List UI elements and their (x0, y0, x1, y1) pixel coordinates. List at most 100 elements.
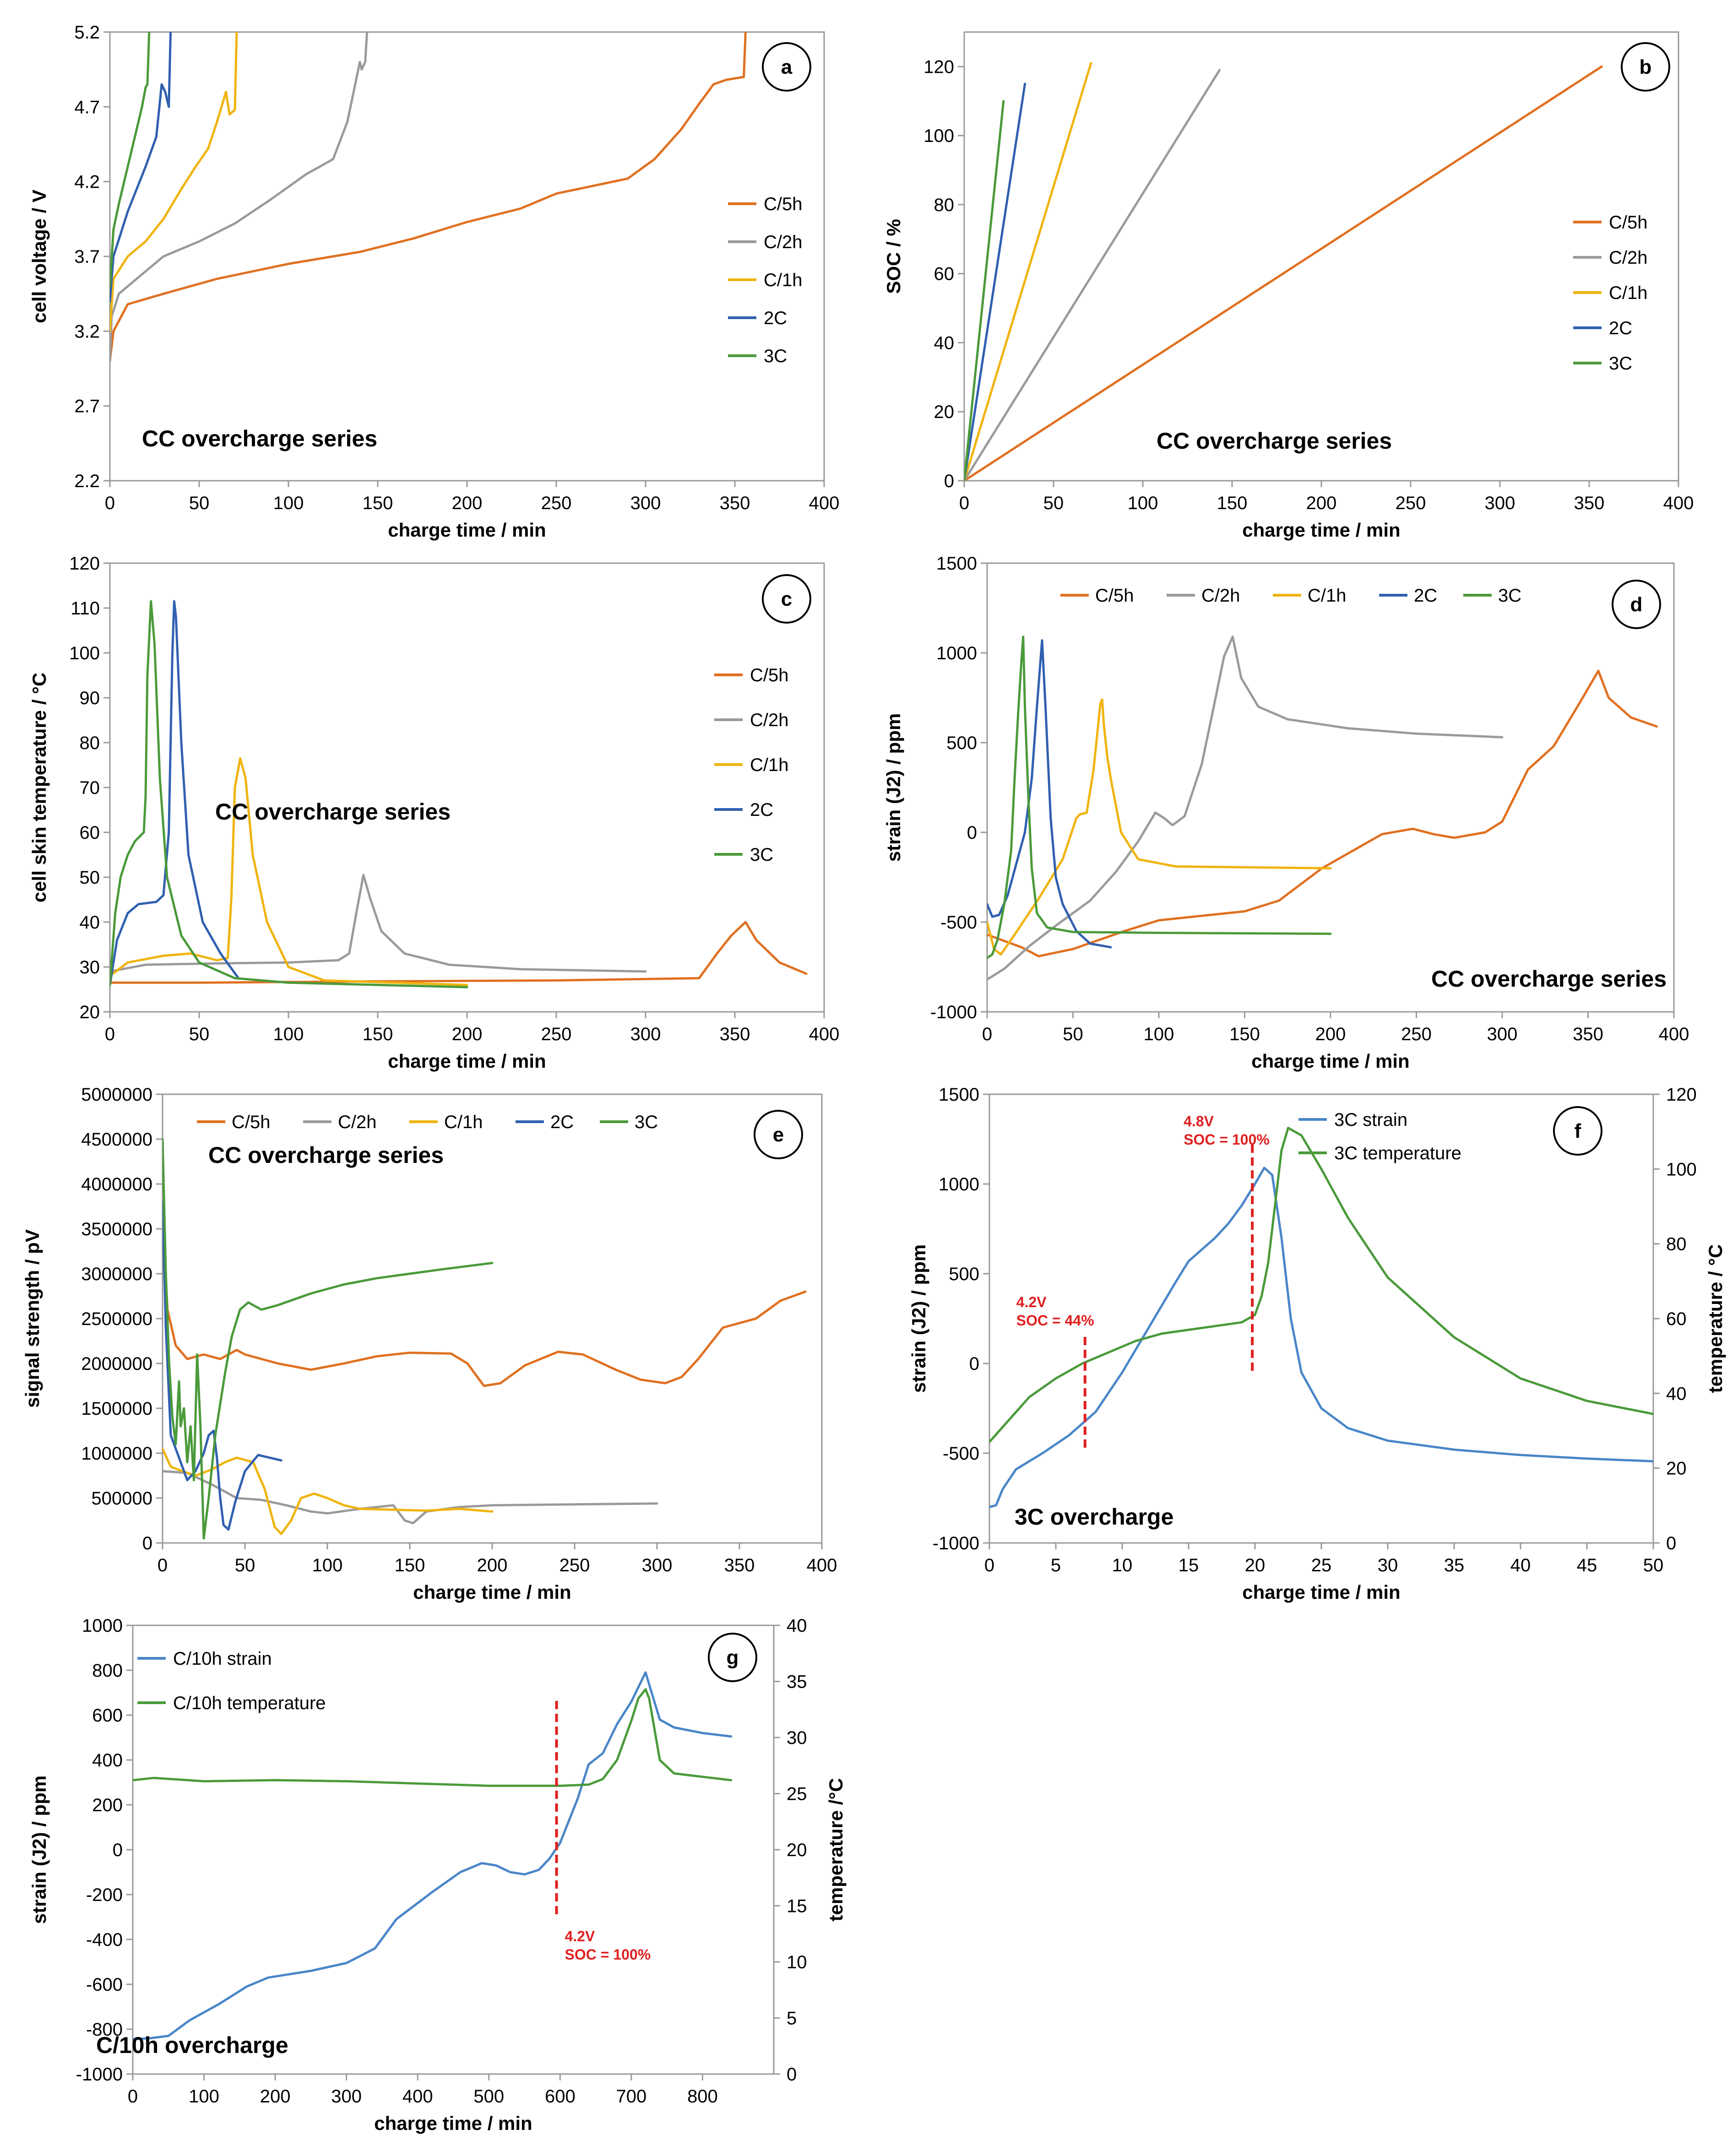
annotation-soc-label: SOC = 100% (565, 1946, 651, 1963)
y-tick-label: 2500000 (81, 1309, 152, 1329)
legend-label: C/5h (750, 665, 789, 685)
x-tick-label: 100 (312, 1555, 343, 1575)
x-tick-label: 25 (1311, 1555, 1332, 1575)
y-tick-label: 500000 (92, 1488, 152, 1509)
series-line-c-5h (964, 65, 1603, 481)
legend-label: C/1h (1609, 283, 1648, 303)
series-line-3c (110, 600, 468, 988)
series-line-c-1h (110, 32, 238, 332)
series-line-c-1h (987, 698, 1332, 956)
x-tick-label: 400 (809, 1024, 840, 1044)
y-tick-label: 500 (949, 1264, 979, 1284)
y-tick-label: 500 (946, 733, 977, 753)
x-tick-label: 5 (1051, 1555, 1061, 1575)
x-axis-label: charge time / min (413, 1581, 571, 1603)
plot-frame (132, 1624, 775, 2075)
y-tick-label: 3000000 (81, 1264, 152, 1284)
x-tick-label: 200 (1306, 493, 1337, 513)
y-tick-label: 40 (80, 912, 100, 933)
panel-letter-badge: f (1553, 1106, 1602, 1156)
legend-label: C/10h strain (173, 1649, 272, 1669)
x-tick-label: 300 (642, 1555, 673, 1575)
y-tick-label: 3.2 (74, 321, 100, 342)
y-tick-label: 20 (80, 1002, 100, 1022)
series-line-c-10h-strain (133, 1671, 733, 2041)
legend-label: 2C (764, 308, 787, 328)
legend-label: C/1h (1308, 586, 1347, 606)
x-tick-label: 50 (235, 1555, 255, 1575)
y2-tick-label: 100 (1666, 1159, 1697, 1179)
y-tick-label: 100 (923, 126, 954, 146)
panel-letter: b (1640, 56, 1652, 78)
legend: C/5h C/2h C/1h 2C 3C (728, 194, 803, 366)
y-tick-label: -800 (86, 2020, 123, 2040)
y2-axis-label: temperature / °C (1705, 1244, 1726, 1393)
panel-letter: g (727, 1646, 739, 1669)
series-line-c-5h (110, 921, 808, 984)
x-axis-label: charge time / min (1251, 1050, 1409, 1072)
y-tick-label: -1000 (930, 1002, 977, 1022)
y2-tick-label: 80 (1666, 1234, 1687, 1254)
x-tick-label: 350 (720, 493, 750, 513)
y-tick-label: -600 (86, 1975, 123, 1995)
legend: C/5h C/2h C/1h 2C 3C (1060, 586, 1521, 606)
panel-letter-badge: a (762, 42, 811, 92)
x-tick-label: 150 (363, 1024, 393, 1044)
y-axis-label: signal strength / pV (22, 1229, 43, 1408)
y-tick-label: 1500000 (81, 1399, 152, 1419)
y2-tick-label: 0 (1666, 1533, 1676, 1553)
y-tick-label: 110 (71, 598, 100, 619)
x-tick-label: 0 (105, 1024, 115, 1044)
x-tick-label: 100 (273, 493, 304, 513)
legend-label: C/2h (764, 232, 803, 252)
panel-letter-badge: b (1621, 42, 1670, 92)
x-tick-label: 800 (687, 2086, 718, 2107)
panel-letter-badge: d (1612, 580, 1661, 629)
series-line-2c (110, 32, 172, 303)
chart-svg-g: 0 100 200 300 400 500 600 700 800-1000-800-600-4… (28, 1616, 847, 2134)
legend: C/5h C/2h C/1h 2C 3C (197, 1112, 658, 1132)
x-tick-label: 35 (1444, 1555, 1465, 1575)
series-line-c-10h-temperature (133, 1688, 733, 1787)
x-axis-label: charge time / min (388, 519, 546, 541)
y-tick-label: 120 (923, 57, 954, 77)
chart-svg-c: 0 50 100 150 200 250 300 350 400 20 30 40 50 60 70 80 90… (28, 554, 840, 1072)
panel-letter-circle (1621, 42, 1670, 92)
y-tick-label: 70 (80, 778, 100, 798)
y-tick-label: 0 (142, 1533, 152, 1553)
y-tick-label: 50 (80, 868, 100, 888)
chart-panel-a: 0 50 100 150 200 250 300 350 400 2.2 2.7 3.2 3.7 4.2 4… (0, 0, 864, 545)
x-tick-label: 50 (189, 493, 210, 513)
x-axis-label: charge time / min (388, 1050, 546, 1072)
plot-frame (963, 31, 1679, 482)
y-tick-label: 4.7 (74, 97, 100, 117)
x-tick-label: 300 (1485, 493, 1515, 513)
series-line-2c (110, 600, 240, 986)
chart-svg-b: 0 50 100 150 200 250 300 350 400 0 20 40 60 80 100 120 c… (883, 31, 1694, 541)
y-tick-label: 80 (934, 195, 955, 215)
legend-label: 3C (635, 1112, 658, 1132)
x-tick-label: 300 (331, 2086, 362, 2107)
x-tick-label: 350 (1573, 1024, 1603, 1044)
x-tick-label: 0 (157, 1555, 168, 1575)
x-tick-label: 250 (541, 1024, 572, 1044)
x-tick-label: 0 (982, 1024, 992, 1044)
y-tick-label: 90 (80, 688, 100, 708)
series-line-3c-strain (989, 1167, 1653, 1509)
panel-letter-badge: e (754, 1110, 803, 1159)
legend-label: 3C (764, 346, 787, 366)
y-tick-label: 30 (80, 957, 100, 978)
plot-frame (109, 31, 825, 482)
y-tick-label: 5.2 (74, 22, 100, 43)
chart-panel-e: 0 50 100 150 200 250 300 350 400 0 500000 1000000 15… (0, 1085, 864, 1612)
legend-label: C/2h (750, 710, 789, 730)
x-tick-label: 400 (1663, 493, 1694, 513)
panel-letter-circle (762, 574, 811, 624)
panel-letter-circle (1612, 580, 1661, 629)
y2-tick-label: 40 (787, 1616, 807, 1636)
series-line-c-1h (964, 62, 1092, 481)
x-tick-label: 200 (452, 493, 483, 513)
legend-label: 2C (750, 800, 773, 820)
series-line-c-1h (110, 757, 468, 986)
x-tick-label: 350 (724, 1555, 755, 1575)
